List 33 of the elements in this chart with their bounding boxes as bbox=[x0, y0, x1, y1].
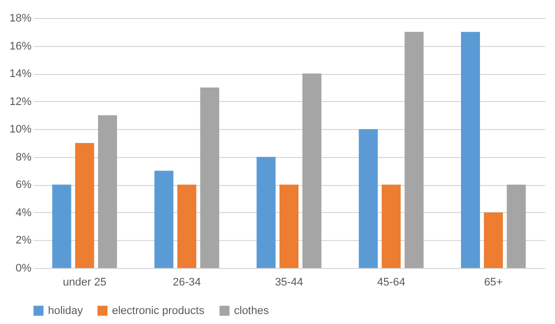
x-tick-label: 26-34 bbox=[172, 276, 201, 288]
bar bbox=[382, 184, 401, 268]
bar bbox=[358, 129, 378, 268]
bar bbox=[280, 184, 298, 268]
bar bbox=[75, 143, 94, 268]
bar bbox=[484, 212, 503, 268]
x-tick-label: 65+ bbox=[484, 276, 503, 288]
y-tick-label: 2% bbox=[16, 234, 32, 247]
y-tick-label: 6% bbox=[16, 179, 32, 192]
bar bbox=[52, 184, 72, 268]
y-tick-label: 18% bbox=[9, 12, 32, 24]
bar bbox=[154, 170, 174, 268]
bar bbox=[506, 184, 526, 268]
y-tick-label: 12% bbox=[9, 96, 32, 108]
x-tick-label: 45-64 bbox=[377, 276, 406, 288]
y-tick-label: 0% bbox=[16, 262, 32, 274]
x-tick-label: under 25 bbox=[62, 276, 106, 288]
y-tick-label: 16% bbox=[9, 40, 32, 52]
y-tick-label: 14% bbox=[9, 68, 32, 80]
y-tick-label: 4% bbox=[16, 206, 32, 219]
bar bbox=[302, 74, 322, 268]
y-tick-label: 10% bbox=[9, 124, 32, 136]
y-tick-label: 8% bbox=[16, 151, 32, 164]
bar bbox=[200, 87, 220, 268]
bar bbox=[98, 115, 118, 268]
bar bbox=[177, 184, 196, 268]
bar bbox=[460, 32, 480, 268]
bar bbox=[404, 32, 424, 268]
bar bbox=[256, 156, 276, 268]
x-tick-label: 35-44 bbox=[274, 276, 304, 288]
legend-label: electronic products bbox=[112, 304, 205, 317]
legend-label: holiday bbox=[48, 304, 84, 317]
legend-label: clothes bbox=[234, 304, 270, 317]
